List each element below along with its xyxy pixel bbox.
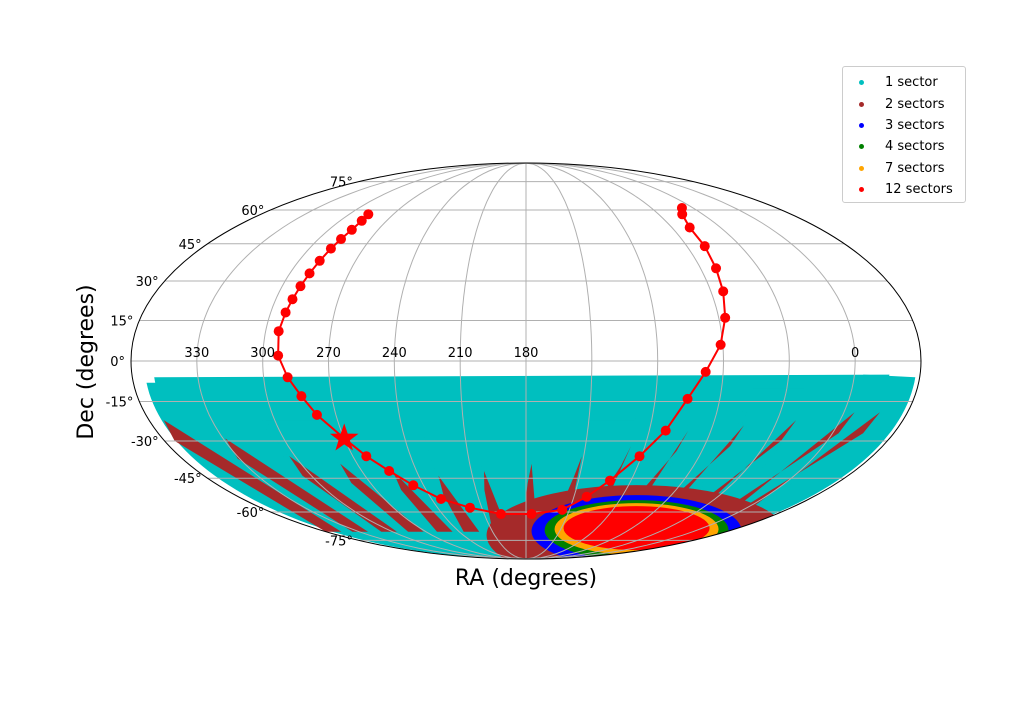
path-point xyxy=(336,234,347,245)
path-point xyxy=(282,372,293,383)
path-point xyxy=(660,425,671,436)
tick-labels: 330 300 270 240 210 180 0 75° 60° 45° 30° 15° 0° -15°… xyxy=(106,176,860,550)
dec-tick-label: 75° xyxy=(330,176,353,191)
path-point xyxy=(715,339,726,350)
sector-2-spoke xyxy=(392,471,453,532)
star-marker xyxy=(330,423,359,451)
path-point xyxy=(287,294,298,305)
path-point xyxy=(604,475,615,486)
dec-tick-label: -75° xyxy=(325,534,353,549)
dec-tick-label: -60° xyxy=(237,506,265,521)
legend-label: 12 sectors xyxy=(885,182,953,198)
path-point xyxy=(495,509,506,520)
legend-label: 4 sectors xyxy=(885,139,945,155)
path-point xyxy=(273,350,284,361)
legend-item: 12 sectors xyxy=(843,179,965,200)
path-point xyxy=(634,451,645,462)
legend-marker xyxy=(859,101,864,107)
graticule-grid xyxy=(131,162,921,560)
path-point xyxy=(304,268,315,279)
dec-tick-label: 15° xyxy=(110,314,133,329)
legend-label: 3 sectors xyxy=(885,117,945,133)
legend: 1 sector 2 sectors 3 sectors 4 sectors 7 sec… xyxy=(842,66,966,203)
sector-1-region xyxy=(425,441,520,558)
path-point xyxy=(684,222,695,233)
path-point xyxy=(700,366,711,377)
legend-marker xyxy=(859,187,864,193)
path-point xyxy=(465,502,476,513)
legend-marker xyxy=(859,80,864,86)
legend-item: 1 sector xyxy=(843,72,965,93)
path-point xyxy=(356,215,367,226)
path-point xyxy=(557,504,568,515)
path-point xyxy=(436,493,447,504)
sector-2-spoke xyxy=(163,420,342,532)
dec-tick-label: 0° xyxy=(110,355,125,370)
dec-tick-label: -30° xyxy=(131,435,159,450)
path-point xyxy=(699,241,710,252)
path-point xyxy=(682,393,693,404)
path-point xyxy=(711,263,722,274)
coverage-layer xyxy=(146,374,916,559)
dec-tick-label: -45° xyxy=(174,472,202,487)
path-point xyxy=(718,286,729,297)
sector-1-region xyxy=(545,393,747,558)
path-point xyxy=(325,243,336,254)
path-point xyxy=(384,466,395,477)
path-point xyxy=(296,391,307,402)
ra-tick-label: 180 xyxy=(514,346,539,361)
sector-2-spoke xyxy=(484,471,509,532)
sector-1-region xyxy=(266,420,502,558)
legend-item: 4 sectors xyxy=(843,136,965,157)
path-point xyxy=(361,451,372,462)
x-axis-title: RA (degrees) xyxy=(455,566,597,591)
legend-marker xyxy=(859,165,864,171)
sky-boundary xyxy=(130,162,922,560)
path-point xyxy=(408,480,419,491)
sector-2-spoke xyxy=(289,456,397,532)
path-point xyxy=(295,281,306,292)
legend-label: 1 sector xyxy=(885,75,938,91)
path-layer xyxy=(273,202,731,520)
path-point xyxy=(273,326,284,337)
legend-label: 2 sectors xyxy=(885,96,945,112)
ra-tick-label: 300 xyxy=(250,346,275,361)
sector-1-region xyxy=(551,388,805,558)
y-axis-title: Dec (degrees) xyxy=(74,284,99,439)
dec-tick-label: -15° xyxy=(106,396,134,411)
legend-item: 3 sectors xyxy=(843,115,965,136)
sector-2-spoke xyxy=(340,463,424,532)
legend-label: 7 sectors xyxy=(885,160,945,176)
path-point xyxy=(311,409,322,420)
path-point xyxy=(581,491,592,502)
path-point xyxy=(720,312,731,323)
legend-marker xyxy=(859,122,864,128)
path-point xyxy=(314,255,325,266)
legend-marker xyxy=(859,144,864,150)
dec-tick-label: 30° xyxy=(136,275,159,290)
path-point xyxy=(363,209,374,220)
ra-tick-label: 330 xyxy=(184,346,209,361)
path-point xyxy=(346,224,357,235)
legend-item: 2 sectors xyxy=(843,93,965,114)
ra-tick-label: 0 xyxy=(851,346,859,361)
ra-tick-label: 210 xyxy=(448,346,473,361)
legend-item: 7 sectors xyxy=(843,158,965,179)
path-point xyxy=(280,307,291,318)
dec-tick-label: 45° xyxy=(179,238,202,253)
path-point xyxy=(676,202,687,213)
dec-tick-label: 60° xyxy=(241,204,264,219)
path-point xyxy=(526,509,537,520)
ra-tick-label: 240 xyxy=(382,346,407,361)
sector-12-region xyxy=(563,506,710,551)
ra-tick-label: 270 xyxy=(316,346,341,361)
sector-2-spoke xyxy=(225,438,368,532)
